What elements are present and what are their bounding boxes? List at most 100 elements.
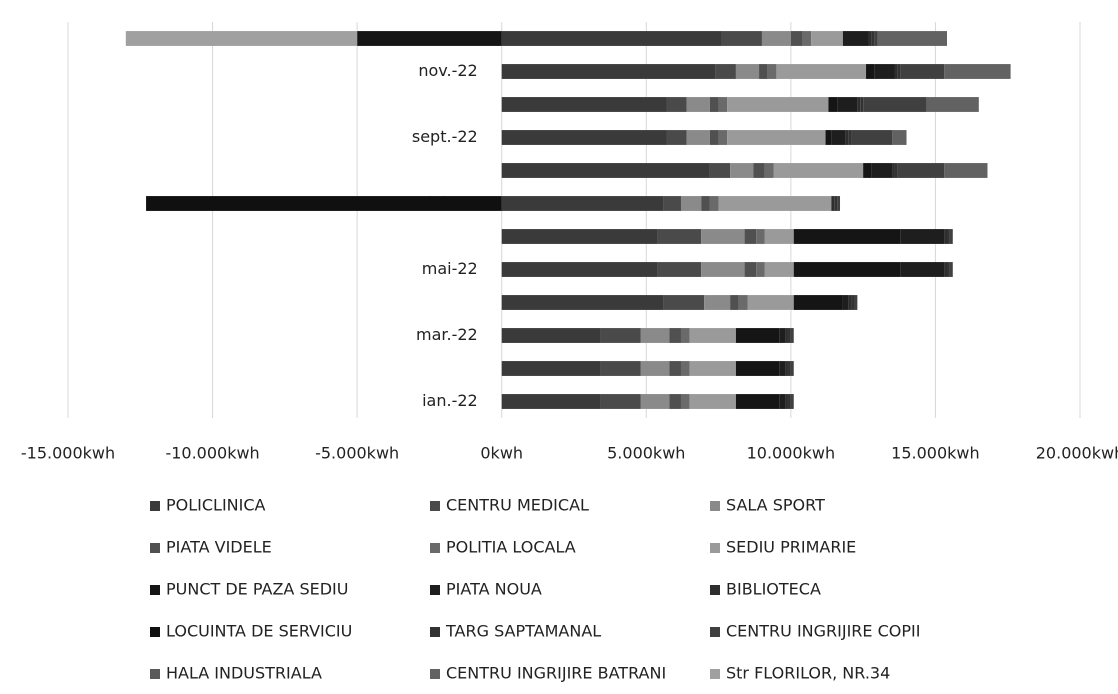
bar-segment [721,31,762,46]
bar-segment [793,262,901,277]
legend-label: PUNCT DE PAZA SEDIU [166,580,348,599]
bar-segment [793,295,843,310]
bar-segment [877,31,947,46]
label-bg [391,324,498,347]
bar-segment [735,394,780,409]
bar-segment [848,130,852,145]
bar-segment [787,361,791,376]
legend-swatch [710,543,720,553]
bar-segment [744,262,757,277]
bar-segment [779,394,786,409]
bar-segment [689,328,736,343]
legend-label: POLICLINICA [166,496,266,515]
legend-swatch [710,627,720,637]
bar-segment [944,229,947,244]
bar-segment [842,295,849,310]
bar-segment [837,97,858,112]
bar-segment [848,295,852,310]
legend-swatch [430,585,440,595]
bar-segment [501,229,658,244]
bar-segment [946,262,950,277]
bar-segment [900,229,945,244]
bar-segment [863,97,927,112]
bar-segment [640,361,670,376]
bar-segment [866,64,875,79]
bar-segment [735,328,780,343]
bar-segment [871,163,893,178]
bar-segment [727,130,826,145]
bar-segment [501,394,601,409]
legend-label: POLITIA LOCALA [446,538,576,557]
bar-segment [790,328,794,343]
label-bg [391,60,498,83]
bar-segment [944,64,1011,79]
bar-segment [501,262,658,277]
bar-segment [730,163,754,178]
legend-label: CENTRU INGRIJIRE COPII [726,622,920,641]
legend-label: TARG SAPTAMANAL [445,622,601,641]
legend-swatch [150,669,160,679]
bar-segment [787,394,791,409]
bar-segment [501,361,601,376]
bar-segment [689,361,736,376]
bar-segment [709,196,719,211]
bar-segment [894,163,898,178]
bar-segment [600,394,641,409]
bar-segment [802,31,812,46]
legend-swatch [430,501,440,511]
bar-segment [735,64,760,79]
bar-segment [735,361,780,376]
bar-segment [657,262,702,277]
x-tick-label: -10.000kwh [165,444,259,463]
bar-segment [501,97,667,112]
bar-segment [738,295,748,310]
bar-segment [764,262,794,277]
bar-segment [776,64,867,79]
bar-segment [704,295,731,310]
bar-segment [787,328,791,343]
bar-segment [868,31,872,46]
legend-swatch [430,543,440,553]
x-tick-label: 15.000kwh [891,444,979,463]
legend-swatch [150,501,160,511]
legend-swatch [710,669,720,679]
bar-segment [811,31,843,46]
bar-segment [357,31,502,46]
bar-segment [680,328,690,343]
bar-segment [727,97,829,112]
y-tick-label: nov.-22 [418,61,477,80]
bar-segment [892,163,895,178]
bar-segment [744,229,757,244]
bar-segment [709,97,719,112]
bar-segment [759,64,768,79]
bar-segment [680,361,690,376]
bar-segment [828,97,838,112]
bar-segment [863,163,872,178]
bar-segment [501,31,722,46]
bar-segment [944,163,988,178]
y-tick-label: mai-22 [422,259,478,278]
legend-label: LOCUINTA DE SERVICIU [166,622,352,641]
bar-segment [845,130,849,145]
bar-segment [640,328,670,343]
bar-segment [666,97,687,112]
bar-segment [851,295,855,310]
bar-segment [857,97,861,112]
bar-segment [686,130,710,145]
bar-segment [837,196,841,211]
bar-segment [834,196,838,211]
bar-segment [764,229,794,244]
bar-segment [640,394,670,409]
bar-segment [773,163,864,178]
bar-segment [900,262,945,277]
legend-swatch [150,627,160,637]
y-tick-label: mar.-22 [416,325,478,344]
bar-segment [761,31,791,46]
bar-segment [709,163,731,178]
label-bg [391,126,498,149]
bar-segment [900,64,945,79]
bar-segment [501,163,710,178]
legend-label: CENTRU MEDICAL [446,496,589,515]
bar-segment [831,130,846,145]
legend-swatch [430,669,440,679]
